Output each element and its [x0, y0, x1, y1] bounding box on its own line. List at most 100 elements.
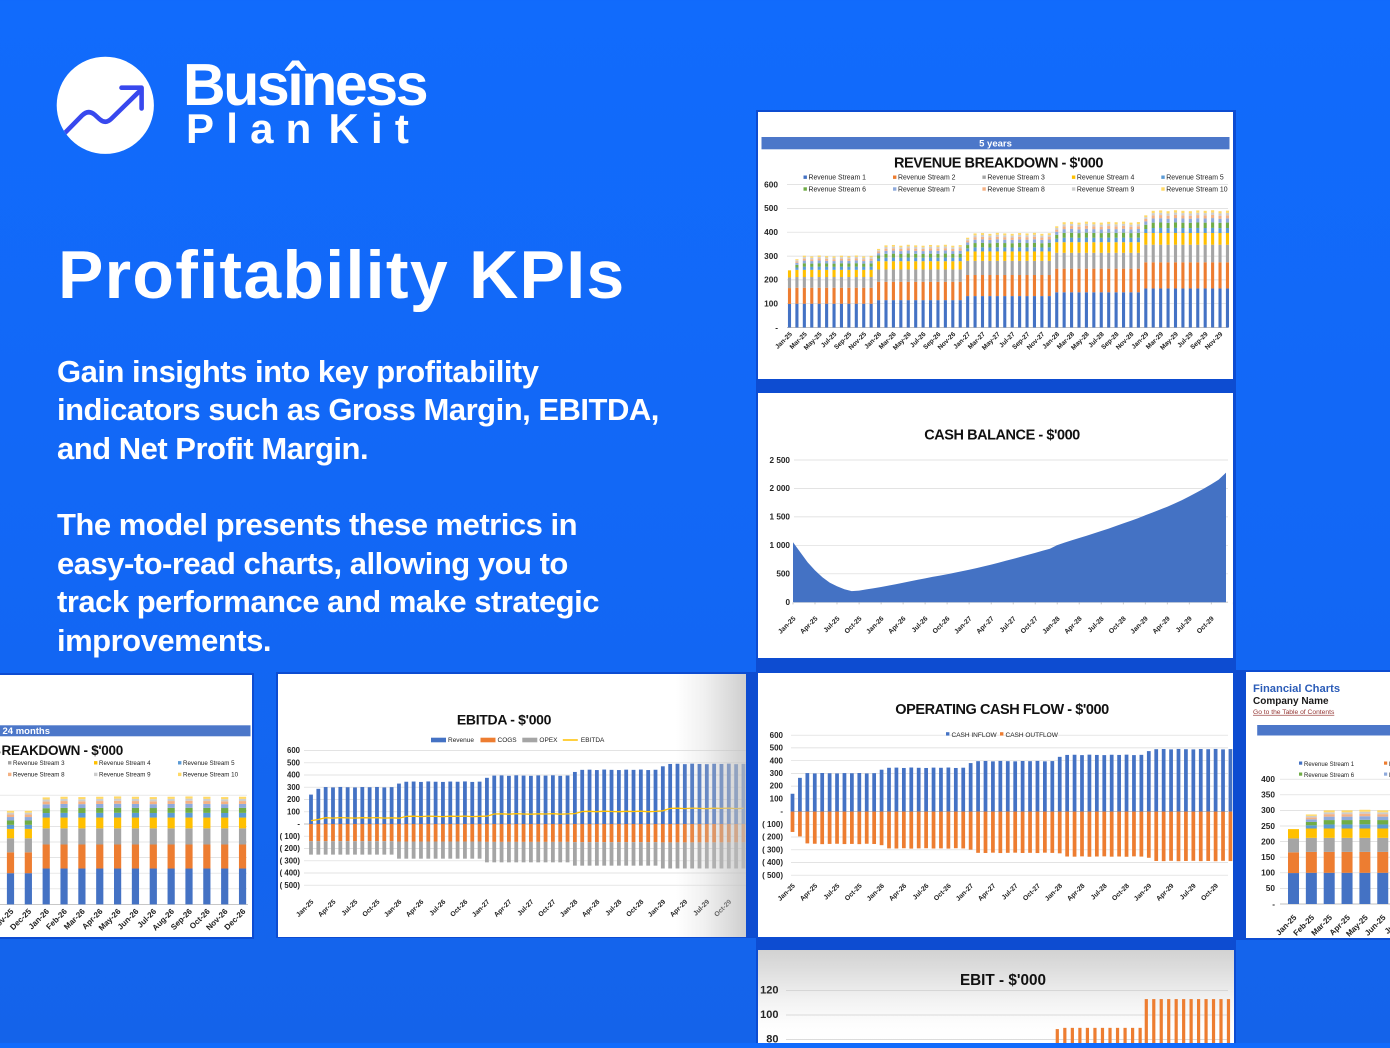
svg-text:Revenue Stream 9: Revenue Stream 9	[1077, 186, 1135, 193]
svg-text:Jan-28: Jan-28	[1044, 883, 1064, 903]
svg-text:Jan-27: Jan-27	[471, 898, 491, 918]
svg-text:100: 100	[760, 1009, 778, 1021]
svg-text:200: 200	[1261, 836, 1275, 846]
svg-text:Jan-25: Jan-25	[295, 898, 315, 918]
svg-text:Apr-27: Apr-27	[975, 615, 995, 635]
svg-text:Jun-26: Jun-26	[116, 906, 141, 931]
svg-text:OPERATING CASH FLOW - $'000: OPERATING CASH FLOW - $'000	[895, 702, 1109, 718]
svg-text:Jul-26: Jul-26	[911, 615, 930, 634]
svg-text:50: 50	[1266, 883, 1276, 893]
svg-text:( 400): ( 400)	[762, 858, 783, 867]
svg-text:( 500): ( 500)	[762, 871, 783, 880]
svg-text:( 100): ( 100)	[279, 831, 300, 840]
svg-text:COGS: COGS	[497, 736, 517, 743]
svg-text:Jan-29: Jan-29	[647, 898, 667, 918]
svg-text:250: 250	[1261, 821, 1275, 831]
svg-text:CASH BALANCE - $'000: CASH BALANCE - $'000	[924, 428, 1080, 444]
svg-text:Jul-26: Jul-26	[428, 898, 447, 917]
svg-text:600: 600	[764, 179, 778, 189]
svg-text:Apr-28: Apr-28	[1066, 883, 1086, 903]
svg-text:Apr-25: Apr-25	[799, 883, 819, 903]
svg-text:Jan-25: Jan-25	[777, 883, 797, 903]
svg-text:Revenue Stream 4: Revenue Stream 4	[99, 760, 151, 767]
svg-text:Oct-27: Oct-27	[537, 898, 557, 918]
svg-text:Jan-27: Jan-27	[953, 615, 973, 635]
svg-text:1 000: 1 000	[770, 541, 791, 550]
svg-text:OPEX: OPEX	[539, 736, 558, 743]
svg-text:Jul-25: Jul-25	[823, 615, 842, 634]
svg-text:Jan-26: Jan-26	[865, 615, 885, 635]
svg-text:Jul-27: Jul-27	[999, 615, 1018, 634]
svg-text:Revenue Stream 1: Revenue Stream 1	[809, 175, 867, 182]
svg-text:Oct-28: Oct-28	[1108, 615, 1128, 635]
svg-text:Jul-28: Jul-28	[1090, 883, 1109, 902]
svg-text:Apr-25: Apr-25	[317, 898, 337, 918]
svg-text:400: 400	[1261, 774, 1275, 784]
svg-text:Revenue Stream 3: Revenue Stream 3	[13, 760, 65, 767]
svg-text:( 500): ( 500)	[279, 880, 300, 889]
svg-text:Oct-28: Oct-28	[1111, 883, 1131, 903]
svg-text:400: 400	[764, 227, 778, 237]
svg-text:500: 500	[764, 203, 778, 213]
svg-text:Revenue Stream 5: Revenue Stream 5	[183, 760, 235, 767]
svg-text:Jan-27: Jan-27	[955, 883, 975, 903]
svg-text:150: 150	[1261, 852, 1275, 862]
svg-text:Apr-26: Apr-26	[887, 615, 907, 635]
svg-text:Oct-29: Oct-29	[1196, 615, 1216, 635]
svg-text:100: 100	[1261, 868, 1275, 878]
svg-text:Oct-25: Oct-25	[844, 883, 864, 903]
svg-text:CASH INFLOW: CASH INFLOW	[952, 732, 998, 739]
svg-text:Jul-28: Jul-28	[604, 898, 623, 917]
svg-text:-: -	[1272, 899, 1275, 909]
svg-text:-: -	[780, 807, 783, 816]
svg-text:Revenue Stream 2: Revenue Stream 2	[898, 175, 956, 182]
svg-text:1 500: 1 500	[770, 513, 791, 522]
svg-text:Apr-28: Apr-28	[1063, 615, 1083, 635]
svg-text:EBITDA: EBITDA	[580, 736, 604, 743]
svg-text:Revenue Stream 4: Revenue Stream 4	[1077, 175, 1135, 182]
svg-text:( 200): ( 200)	[762, 833, 783, 842]
svg-text:( 200): ( 200)	[279, 844, 300, 853]
svg-text:Apr-25: Apr-25	[799, 615, 819, 635]
svg-text:( 400): ( 400)	[279, 868, 300, 877]
svg-text:5 years: 5 years	[979, 139, 1012, 150]
svg-text:Revenue Stream 8: Revenue Stream 8	[13, 771, 65, 778]
svg-text:Revenue Stream 5: Revenue Stream 5	[1166, 175, 1224, 182]
svg-text:Jan-26: Jan-26	[383, 898, 403, 918]
svg-text:200: 200	[770, 782, 784, 791]
svg-text:-: -	[297, 819, 300, 828]
svg-text:Financial Charts: Financial Charts	[1253, 683, 1340, 695]
svg-text:500: 500	[286, 758, 300, 767]
svg-text:Oct-29: Oct-29	[1200, 883, 1220, 903]
svg-text:( 100): ( 100)	[762, 820, 783, 829]
svg-text:Revenue Stream 6: Revenue Stream 6	[1304, 773, 1355, 779]
svg-text:Jan-28: Jan-28	[1041, 615, 1061, 635]
svg-text:Jul-26: Jul-26	[912, 883, 931, 902]
svg-text:0: 0	[785, 598, 790, 607]
svg-text:Revenue Stream 1: Revenue Stream 1	[1304, 762, 1355, 768]
svg-text:Apr-26: Apr-26	[888, 883, 908, 903]
svg-text:Revenue Stream 3: Revenue Stream 3	[987, 175, 1045, 182]
svg-text:Jan-28: Jan-28	[559, 898, 579, 918]
svg-text:( 300): ( 300)	[762, 845, 783, 854]
svg-text:Revenue Stream 10: Revenue Stream 10	[1166, 186, 1227, 193]
svg-text:Apr-28: Apr-28	[581, 898, 601, 918]
svg-text:Revenue Stream 8: Revenue Stream 8	[987, 186, 1045, 193]
svg-text:( 300): ( 300)	[279, 856, 300, 865]
svg-text:Jul-27: Jul-27	[1001, 883, 1020, 902]
svg-text:Oct-25: Oct-25	[844, 615, 864, 635]
svg-text:Go to the Table of Contents: Go to the Table of Contents	[1253, 709, 1335, 716]
svg-text:Jul-27: Jul-27	[516, 898, 535, 917]
svg-text:Jul-25: Jul-25	[823, 883, 842, 902]
svg-text:Jul-29: Jul-29	[1179, 883, 1198, 902]
svg-text:300: 300	[1261, 805, 1275, 815]
svg-text:Oct-27: Oct-27	[1022, 883, 1042, 903]
svg-text:100: 100	[764, 299, 778, 309]
svg-text:Jul-25: Jul-25	[340, 898, 359, 917]
svg-text:350: 350	[1261, 790, 1275, 800]
svg-text:Apr-29: Apr-29	[1152, 615, 1172, 635]
svg-text:400: 400	[770, 756, 784, 765]
svg-text:Oct-25: Oct-25	[361, 898, 381, 918]
svg-text:Jan-29: Jan-29	[1130, 615, 1150, 635]
svg-text:24 months: 24 months	[3, 726, 51, 737]
